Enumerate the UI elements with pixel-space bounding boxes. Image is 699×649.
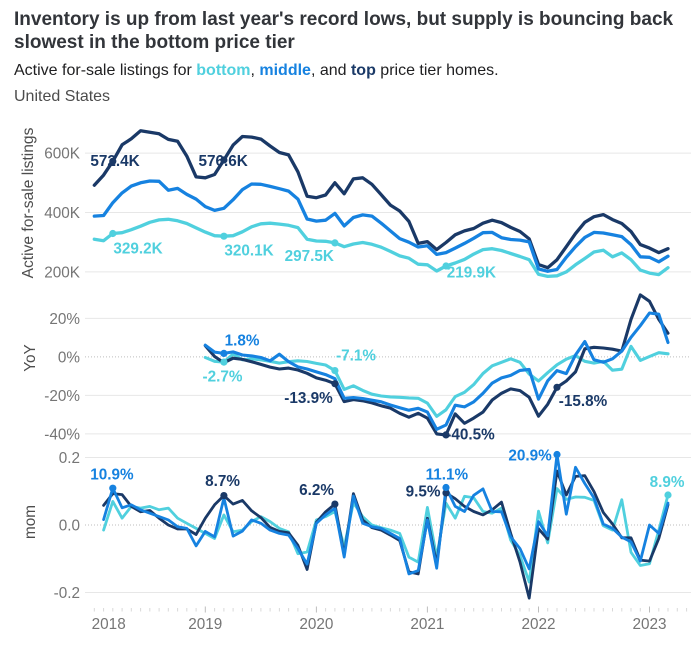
- svg-text:-0.2: -0.2: [54, 585, 80, 602]
- svg-text:2018: 2018: [92, 616, 126, 633]
- svg-text:200K: 200K: [44, 264, 81, 281]
- svg-text:20.9%: 20.9%: [508, 447, 552, 464]
- svg-text:mom: mom: [22, 505, 39, 539]
- svg-text:8.9%: 8.9%: [650, 474, 685, 491]
- svg-text:2019: 2019: [188, 616, 222, 633]
- svg-text:-7.1%: -7.1%: [336, 348, 376, 365]
- svg-text:-20%: -20%: [44, 388, 80, 405]
- svg-text:0.2: 0.2: [59, 450, 80, 467]
- svg-text:-13.9%: -13.9%: [284, 390, 333, 407]
- svg-text:-2.7%: -2.7%: [203, 369, 243, 386]
- svg-text:329.2K: 329.2K: [113, 241, 162, 258]
- svg-text:297.5K: 297.5K: [285, 248, 334, 265]
- svg-text:20%: 20%: [49, 311, 80, 328]
- svg-text:400K: 400K: [44, 205, 81, 222]
- svg-text:-15.8%: -15.8%: [559, 393, 608, 410]
- svg-text:-40.5%: -40.5%: [446, 427, 495, 444]
- svg-text:2022: 2022: [521, 616, 555, 633]
- svg-text:6.2%: 6.2%: [299, 482, 334, 499]
- svg-text:Active for-sale listings: Active for-sale listings: [20, 127, 37, 278]
- svg-text:219.9K: 219.9K: [447, 265, 496, 282]
- svg-text:0%: 0%: [58, 349, 81, 366]
- svg-text:2021: 2021: [410, 616, 444, 633]
- svg-text:8.7%: 8.7%: [205, 473, 240, 490]
- svg-text:-40%: -40%: [44, 426, 80, 443]
- svg-text:576.6K: 576.6K: [199, 153, 248, 170]
- svg-text:0.0: 0.0: [59, 518, 80, 535]
- svg-text:10.9%: 10.9%: [90, 466, 134, 483]
- svg-text:320.1K: 320.1K: [224, 243, 273, 260]
- svg-text:2023: 2023: [632, 616, 666, 633]
- svg-text:572.4K: 572.4K: [90, 153, 139, 170]
- svg-text:600K: 600K: [44, 146, 81, 163]
- svg-text:YoY: YoY: [22, 344, 39, 372]
- svg-text:9.5%: 9.5%: [406, 483, 441, 500]
- svg-text:1.8%: 1.8%: [225, 333, 260, 350]
- svg-text:2020: 2020: [299, 616, 333, 633]
- svg-text:11.1%: 11.1%: [426, 467, 469, 484]
